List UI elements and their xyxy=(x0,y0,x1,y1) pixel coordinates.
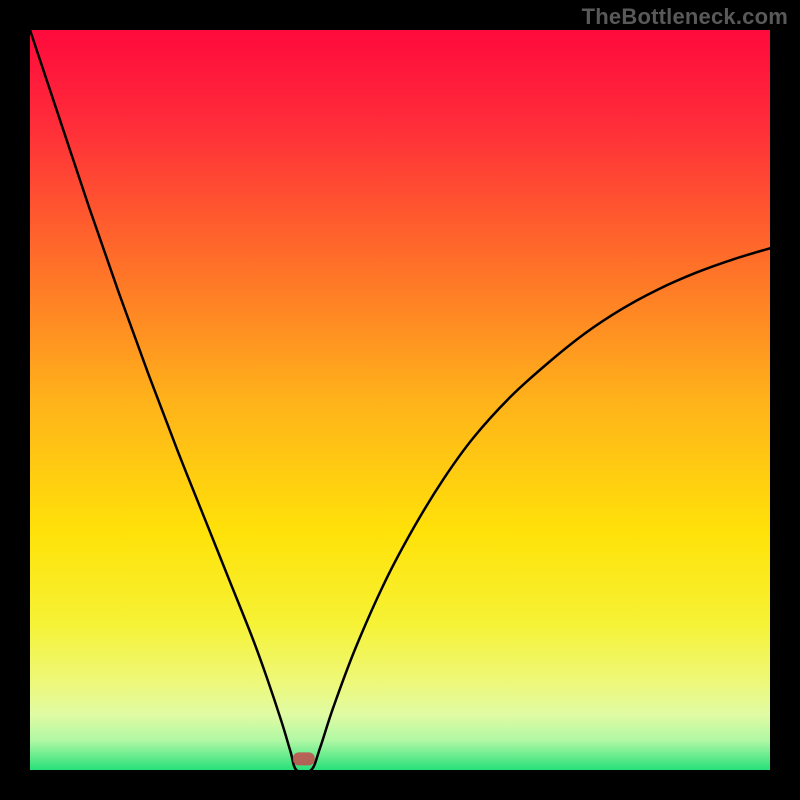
bottleneck-chart xyxy=(0,0,800,800)
plot-background xyxy=(30,30,770,770)
watermark-text: TheBottleneck.com xyxy=(582,4,788,30)
optimum-marker xyxy=(293,752,315,765)
